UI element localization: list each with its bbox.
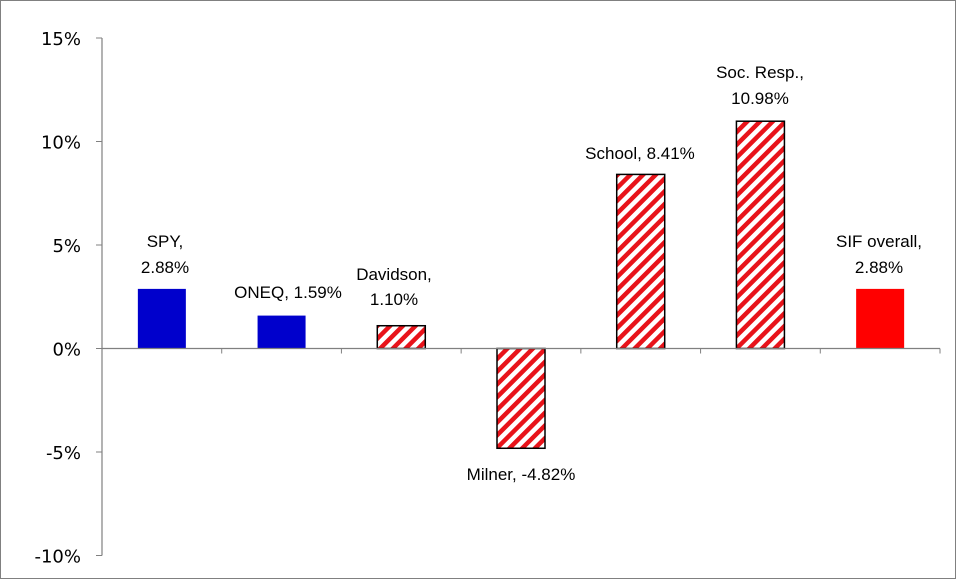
data-label: ONEQ, 1.59% (234, 283, 342, 302)
bar-soc-resp (735, 120, 786, 350)
y-axis-ticks: 15% 10% 5% 0% -5% -10% (34, 29, 102, 568)
axes (101, 38, 941, 556)
y-tick-label: 5% (52, 236, 81, 257)
data-labels: SPY, 2.88% ONEQ, 1.59% Davidson, 1.10% Milner… (141, 63, 922, 484)
bar-davidson (376, 324, 427, 350)
data-label: 2.88% (855, 258, 903, 277)
y-tick-label: 10% (41, 133, 81, 154)
data-label: SIF overall, (836, 232, 922, 251)
y-tick-label: 15% (41, 29, 81, 50)
data-label: SPY, (147, 232, 184, 251)
data-label: Milner, -4.82% (467, 465, 576, 484)
bar-oneq (257, 315, 306, 349)
y-tick-label: 0% (52, 340, 81, 361)
data-label: Soc. Resp., (716, 63, 804, 82)
y-tick-label: -10% (34, 547, 81, 568)
y-tick-label: -5% (46, 443, 81, 464)
data-label: School, 8.41% (585, 144, 695, 163)
bar-school (615, 173, 666, 350)
data-label: 2.88% (141, 258, 189, 277)
data-label: 10.98% (731, 89, 789, 108)
bar-sif-overall (856, 288, 905, 349)
bar-spy (137, 288, 186, 349)
bar-milner (496, 347, 546, 450)
data-label: Davidson, (356, 265, 432, 284)
data-label: 1.10% (370, 290, 418, 309)
